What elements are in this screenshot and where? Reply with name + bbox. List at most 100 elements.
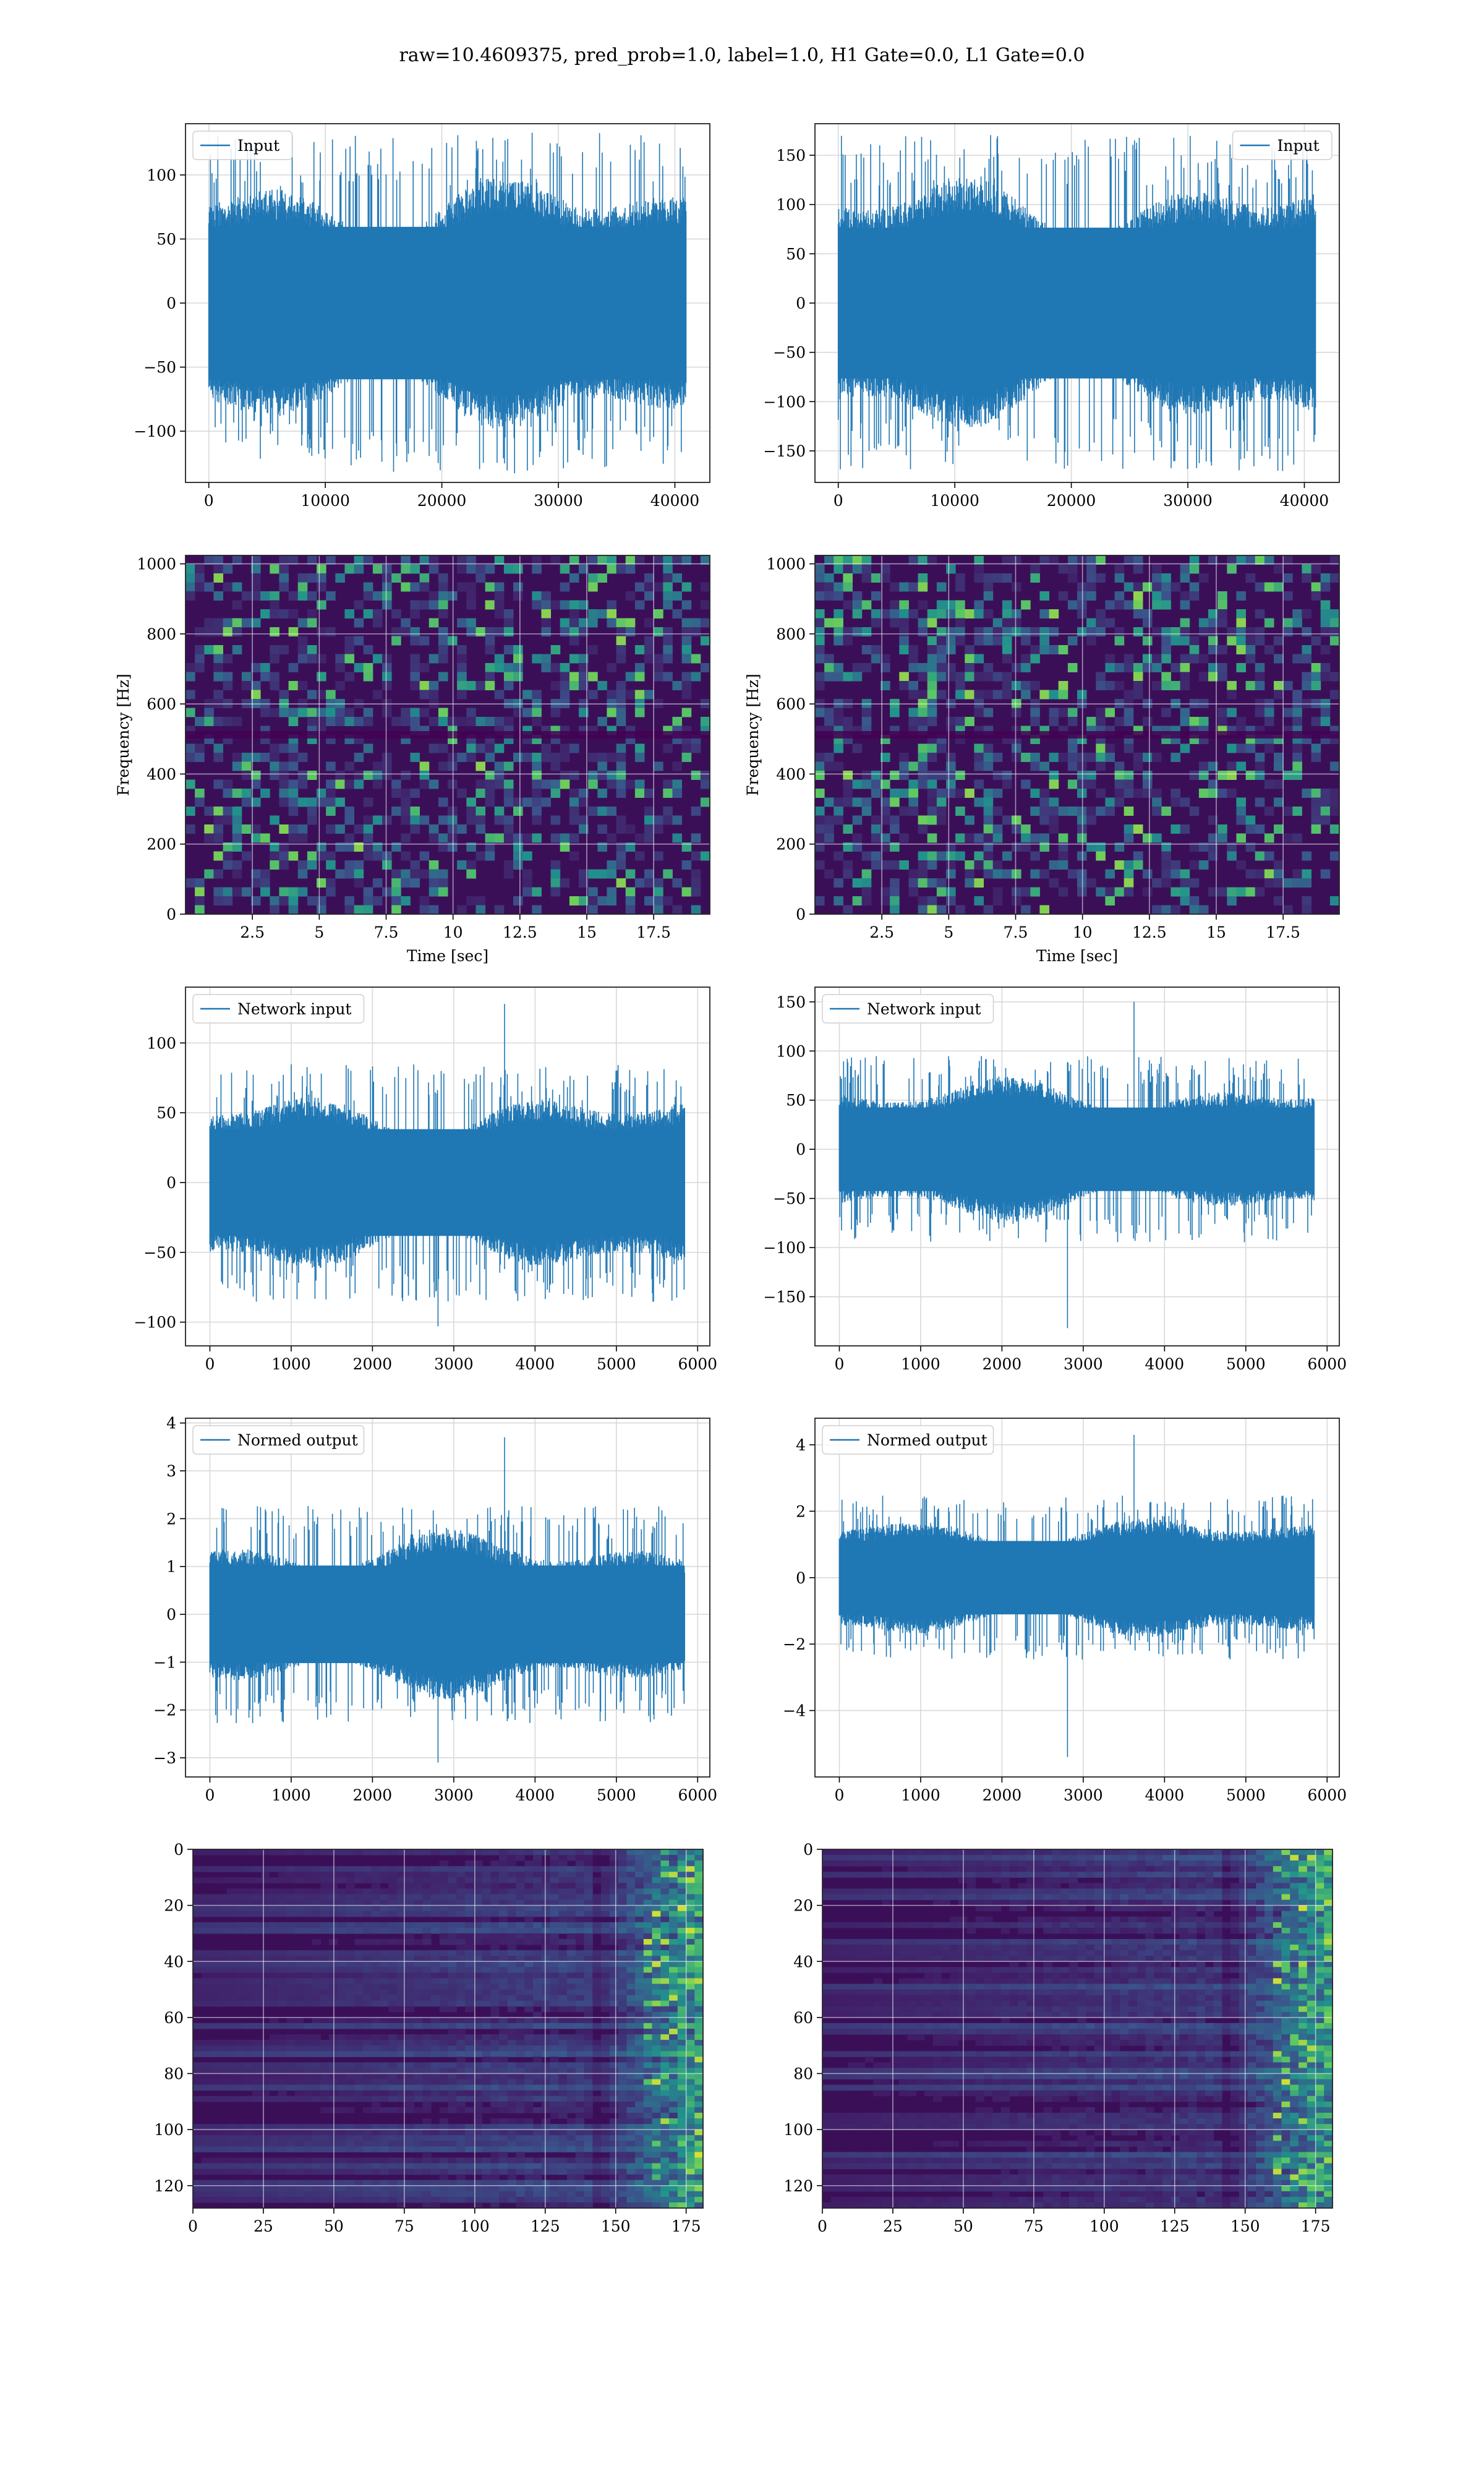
matrix-cell — [533, 1961, 542, 1967]
spectrogram-cell — [1114, 564, 1125, 574]
matrix-cell — [320, 2040, 330, 2046]
spectrogram-cell — [1002, 618, 1012, 628]
spectrogram-cell — [1292, 869, 1302, 879]
matrix-cell — [405, 1911, 415, 1917]
spectrogram-cell — [663, 636, 673, 646]
matrix-cell — [507, 2084, 517, 2091]
spectrogram-cell — [663, 789, 673, 798]
spectrogram-cell — [438, 708, 448, 717]
matrix-cell — [686, 2141, 695, 2147]
matrix-cell — [414, 1911, 423, 1917]
spectrogram-cell — [335, 842, 345, 852]
matrix-cell — [677, 2084, 687, 2091]
spectrogram-cell — [466, 896, 476, 905]
matrix-cell — [558, 2051, 568, 2057]
spectrogram-cell — [485, 672, 495, 682]
matrix-cell — [694, 1978, 704, 1984]
matrix-cell — [482, 1899, 491, 1906]
spectrogram-cell — [607, 690, 616, 700]
spectrogram-cell — [326, 627, 336, 636]
spectrogram-cell — [1171, 824, 1180, 834]
matrix-cell — [584, 1972, 593, 1979]
spectrogram-cell — [522, 753, 532, 762]
matrix-cell — [635, 1956, 644, 1962]
matrix-cell — [507, 1883, 517, 1889]
matrix-cell — [210, 2124, 219, 2130]
spectrogram-cell — [494, 905, 505, 915]
spectrogram-row2-left — [186, 555, 710, 915]
matrix-cell — [414, 1877, 423, 1883]
matrix-cell — [346, 2095, 355, 2102]
matrix-cell — [601, 2084, 610, 2091]
matrix-cell — [465, 2095, 474, 2102]
matrix-cell — [193, 1877, 202, 1883]
spectrogram-cell — [663, 564, 673, 574]
matrix-cell — [686, 2124, 695, 2130]
matrix-cell — [278, 2051, 287, 2057]
spectrogram-cell — [1329, 761, 1340, 771]
matrix-cell — [533, 2017, 542, 2024]
spectrogram-cell — [881, 564, 890, 574]
spectrogram-cell — [1208, 761, 1218, 771]
spectrogram-cell — [1236, 645, 1246, 654]
matrix-cell — [609, 1905, 619, 1912]
matrix-cell — [677, 2051, 687, 2057]
spectrogram-cell — [1114, 887, 1125, 897]
spectrogram-cell — [663, 672, 673, 682]
spectrogram-cell — [1180, 887, 1190, 897]
matrix-cell — [346, 1927, 355, 1934]
spectrogram-cell — [579, 654, 589, 664]
spectrogram-cell — [438, 609, 448, 618]
spectrogram-cell — [260, 708, 270, 717]
matrix-cell — [303, 2000, 313, 2007]
spectrogram-cell — [1161, 869, 1171, 879]
matrix-cell — [371, 2135, 381, 2141]
spectrogram-cell — [297, 618, 308, 628]
matrix-cell — [626, 2118, 636, 2125]
matrix-cell — [218, 2141, 228, 2147]
matrix-cell — [269, 2040, 279, 2046]
spectrogram-cell — [834, 636, 843, 646]
matrix-cell — [295, 2073, 304, 2080]
y-tick-label: 600 — [147, 695, 176, 713]
spectrogram-cell — [1274, 636, 1284, 646]
matrix-cell — [499, 1933, 508, 1940]
spectrogram-cell — [513, 833, 523, 843]
spectrogram-cell — [1077, 789, 1087, 798]
matrix-cell — [490, 1899, 500, 1906]
spectrogram-cell — [946, 887, 956, 897]
matrix-cell — [235, 1956, 245, 1962]
matrix-cell — [686, 1849, 695, 1856]
matrix-cell — [388, 2045, 398, 2052]
matrix-cell — [482, 2062, 491, 2068]
spectrogram-cell — [871, 824, 881, 834]
x-axis-label: Time [sec] — [407, 947, 488, 965]
spectrogram-cell — [1245, 636, 1256, 646]
spectrogram-cell — [1049, 645, 1059, 654]
matrix-cell — [354, 2051, 364, 2057]
matrix-cell — [312, 1899, 321, 1906]
axes-row1-right: 0 10000 20000 30000 40000−150−100−5005010015… — [763, 123, 1340, 510]
matrix-cell — [346, 1866, 355, 1872]
spectrogram-cell — [251, 555, 261, 565]
matrix-cell — [677, 2011, 687, 2018]
matrix-cell — [320, 2095, 330, 2102]
spectrogram-cell — [541, 753, 551, 762]
spectrogram-cell — [927, 618, 937, 628]
matrix-cell — [448, 1899, 457, 1906]
matrix-cell — [473, 1905, 483, 1912]
matrix-cell — [269, 1899, 279, 1906]
spectrogram-cell — [955, 771, 965, 780]
matrix-cell — [660, 1950, 670, 1956]
matrix-cell — [686, 2017, 695, 2024]
matrix-cell — [380, 2051, 389, 2057]
x-tick-label: 0 — [834, 492, 843, 510]
matrix-cell — [244, 2062, 253, 2068]
matrix-cell — [499, 1899, 508, 1906]
matrix-cell — [252, 2040, 262, 2046]
spectrogram-cell — [597, 771, 607, 780]
spectrogram-cell — [1171, 681, 1180, 690]
matrix-cell — [652, 2112, 661, 2119]
matrix-cell — [431, 2022, 440, 2029]
matrix-cell — [448, 2062, 457, 2068]
